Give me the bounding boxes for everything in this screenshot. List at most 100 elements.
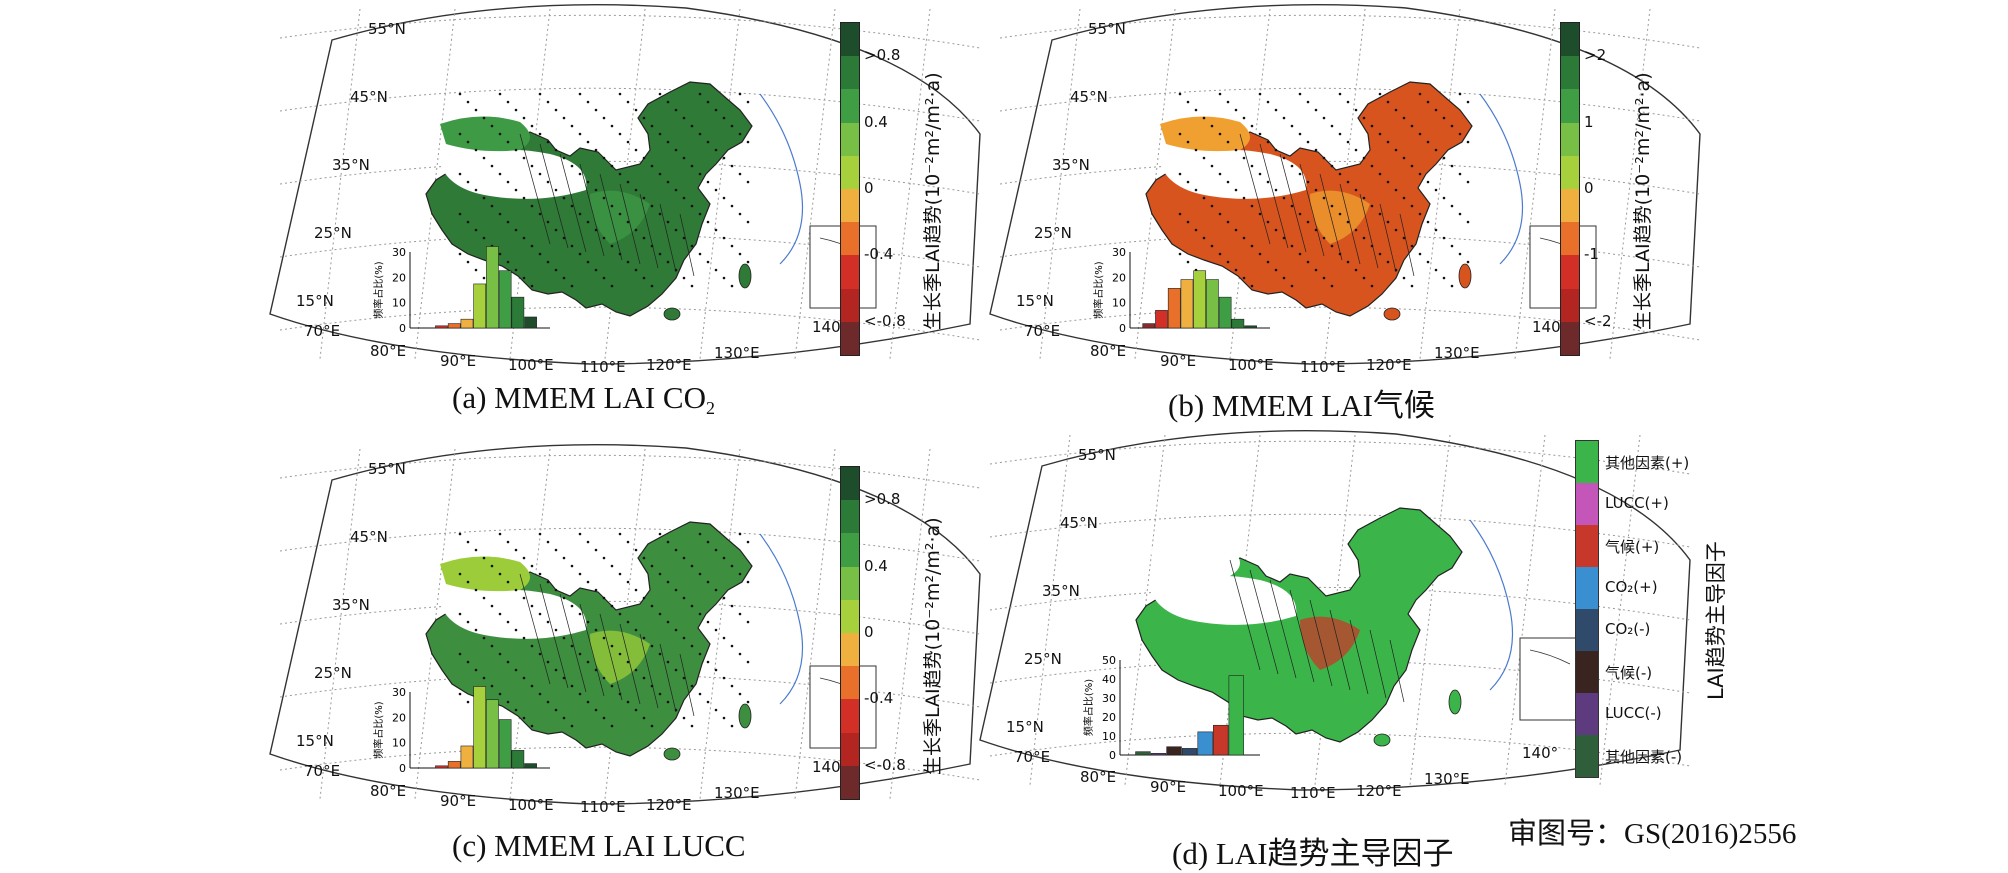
longitude-label: 90°E (1150, 778, 1186, 796)
significance-dot (722, 116, 726, 120)
significance-dot (610, 684, 614, 688)
panel-c: 55°N 45°N 35°N 25°N 15°N 70°E 80°E 90°E 100°E 110… (0, 440, 1000, 860)
significance-dot (538, 572, 542, 576)
significance-dot (738, 572, 742, 576)
significance-dot (1458, 172, 1462, 176)
significance-dot (482, 676, 486, 680)
significance-dot (546, 100, 550, 104)
latitude-label: 45°N (1060, 514, 1098, 532)
significance-dot (1370, 204, 1374, 208)
histogram-bar (498, 719, 512, 769)
significance-dot (1354, 228, 1358, 232)
significance-dot (650, 164, 654, 168)
colorbar-tick-label: >0.8 (864, 46, 901, 65)
histogram-tick-label: 10 (392, 297, 406, 310)
significance-dot (562, 196, 566, 200)
latitude-label: 25°N (314, 224, 352, 242)
coastline (759, 93, 804, 265)
significance-dot (714, 188, 718, 192)
significance-dot (1290, 204, 1294, 208)
histogram-bar (511, 296, 525, 329)
legend-item-label: LUCC(+) (1605, 494, 1669, 512)
significance-dot (490, 164, 494, 168)
map-group: 55°N 45°N 35°N 25°N 15°N 70°E 80°E 90°E 100°E 110… (269, 4, 981, 376)
significance-dot (530, 564, 534, 568)
significance-dot (690, 204, 694, 208)
legend-item-label: CO₂(-) (1605, 620, 1651, 638)
significance-dot (674, 268, 678, 272)
meridian-line (889, 8, 931, 360)
significance-dot (1250, 124, 1254, 128)
significance-dot (522, 596, 526, 600)
significance-dot (1450, 204, 1454, 208)
significance-dot (1258, 132, 1262, 136)
significance-dot (722, 716, 726, 720)
significance-dot (578, 172, 582, 176)
significance-dot (1178, 132, 1182, 136)
significance-dot (1394, 108, 1398, 112)
significance-dot (530, 204, 534, 208)
significance-dot (1218, 132, 1222, 136)
province-border (1319, 173, 1343, 261)
significance-dot (1338, 252, 1342, 256)
longitude-label: 100°E (1228, 356, 1274, 374)
significance-dot (658, 532, 662, 536)
significance-dot (594, 188, 598, 192)
significance-dot (554, 148, 558, 152)
hainan-island (663, 747, 681, 761)
significance-dot (618, 532, 622, 536)
significance-dot (546, 660, 550, 664)
latitude-label: 35°N (332, 156, 370, 174)
latitude-label: 55°N (368, 460, 406, 478)
significance-dot (1306, 100, 1310, 104)
significance-dot (690, 284, 694, 288)
significance-dot (506, 140, 510, 144)
significance-dot (738, 252, 742, 256)
significance-dot (674, 228, 678, 232)
significance-dot (586, 140, 590, 144)
colorbar-tick-label: >2 (1584, 46, 1607, 65)
histogram-bar (1231, 318, 1245, 329)
longitude-label: 90°E (440, 792, 476, 810)
significance-dot (498, 652, 502, 656)
significance-dot (682, 196, 686, 200)
significance-dot (1402, 236, 1406, 240)
significance-dot (506, 620, 510, 624)
significance-dot (658, 172, 662, 176)
significance-dot (530, 244, 534, 248)
significance-dot (506, 700, 510, 704)
significance-dot (562, 596, 566, 600)
significance-dot (1282, 116, 1286, 120)
significance-dot (578, 612, 582, 616)
significance-dot (1250, 164, 1254, 168)
significance-dot (650, 124, 654, 128)
significance-dot (706, 620, 710, 624)
significance-dot (1418, 132, 1422, 136)
significance-dot (522, 676, 526, 680)
significance-dot (1330, 124, 1334, 128)
significance-dot (482, 156, 486, 160)
latitude-label: 25°N (1024, 650, 1062, 668)
significance-dot (1282, 276, 1286, 280)
significance-dot (546, 620, 550, 624)
significance-dot (642, 156, 646, 160)
significance-dot (458, 132, 462, 136)
significance-dot (1210, 244, 1214, 248)
significance-dot (1194, 228, 1198, 232)
province-border (519, 133, 551, 245)
histogram-tick-label: 0 (1119, 322, 1126, 335)
significance-dot (570, 204, 574, 208)
significance-dot (586, 660, 590, 664)
significance-dot (618, 692, 622, 696)
province-border (579, 603, 605, 697)
significance-dot (1234, 228, 1238, 232)
significance-dot (1234, 188, 1238, 192)
significance-dot (1338, 212, 1342, 216)
significance-dot (1466, 100, 1470, 104)
latitude-label: 55°N (1078, 446, 1116, 464)
significance-dot (746, 700, 750, 704)
province-border (1239, 133, 1271, 245)
significance-dot (1306, 220, 1310, 224)
panel-b: 55°N 45°N 35°N 25°N 15°N 70°E 80°E 90°E 100°E 110… (0, 0, 2008, 430)
parallel-line (279, 454, 981, 489)
